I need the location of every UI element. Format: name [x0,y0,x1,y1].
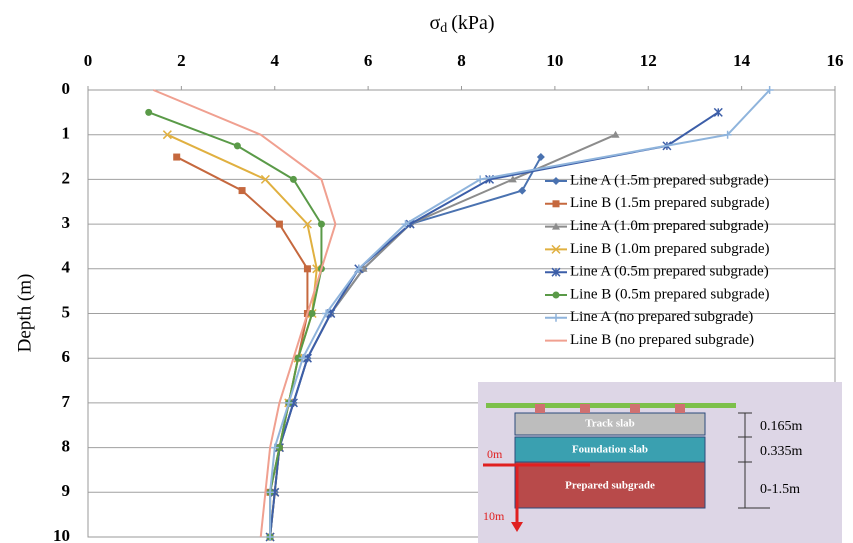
x-label-unit: (kPa) [451,12,494,34]
marker [552,177,560,185]
legend-label: Line A (0.5m prepared subgrade) [570,264,769,280]
y-tick-label: 6 [62,347,71,366]
y-tick-label: 2 [62,168,71,187]
x-tick-label: 6 [364,51,373,70]
marker [518,187,526,195]
marker [145,109,152,116]
dim-subgrade: 0-1.5m [760,482,800,497]
x-tick-label: 0 [84,51,93,70]
dim-foundation: 0.335m [760,444,803,459]
series-line [149,112,322,537]
y-tick-label: 9 [62,481,71,500]
y-tick-label: 7 [62,392,71,411]
foundation-slab-label: Foundation slab [572,444,648,456]
y-tick-label: 1 [62,124,71,143]
y-tick-label: 4 [62,258,71,277]
x-label-subscript: d [440,21,447,36]
marker [553,292,560,299]
y-axis-title: Depth (m) [14,274,35,353]
x-tick-label: 8 [457,51,466,70]
x-tick-label: 4 [271,51,280,70]
dim-track: 0.165m [760,419,803,434]
marker [552,314,560,322]
prepared-subgrade-label: Prepared subgrade [565,480,655,492]
y-tick-label: 8 [62,437,71,456]
x-tick-label: 16 [827,51,844,70]
series-group [145,109,325,541]
y-tick-label: 0 [62,79,71,98]
series-line [177,157,308,537]
y-tick-label: 3 [62,213,71,232]
marker [714,108,722,116]
x-tick-label: 14 [733,51,751,70]
inset-diagram: Track slab Foundation slab Prepared subg… [478,382,842,543]
x-tick-label: 12 [640,51,657,70]
marker [537,153,545,161]
legend-label: Line B (1.5m prepared subgrade) [570,195,770,211]
x-label-symbol: σ [429,12,440,34]
x-tick-label: 2 [177,51,186,70]
legend-label: Line A (1.5m prepared subgrade) [570,172,769,188]
x-axis-title: σd (kPa) [429,12,494,37]
legend: Line A (1.5m prepared subgrade) Line B (1… [545,172,770,348]
rail-layer [486,403,736,408]
x-tick-label: 10 [546,51,563,70]
track-slab-label: Track slab [585,418,635,430]
marker [234,142,241,149]
marker [290,176,297,183]
y-tick-label: 10 [53,526,70,543]
y-tick-label: 5 [62,302,71,321]
marker [318,221,325,228]
marker [304,265,311,272]
marker [553,200,560,207]
marker [276,221,283,228]
depth-bottom-label: 10m [483,509,505,523]
series-line [167,135,316,537]
legend-label: Line A (no prepared subgrade) [570,309,753,325]
marker [173,154,180,161]
marker [309,310,316,317]
series-group [173,154,311,541]
legend-label: Line B (no prepared subgrade) [570,332,754,348]
legend-label: Line B (0.5m prepared subgrade) [570,286,770,302]
legend-label: Line A (1.0m prepared subgrade) [570,218,769,234]
legend-label: Line B (1.0m prepared subgrade) [570,241,770,257]
marker [239,187,246,194]
depth-top-label: 0m [487,447,503,461]
chart: σd (kPa) Depth (m) Line A (1.5m prepared … [0,0,853,543]
